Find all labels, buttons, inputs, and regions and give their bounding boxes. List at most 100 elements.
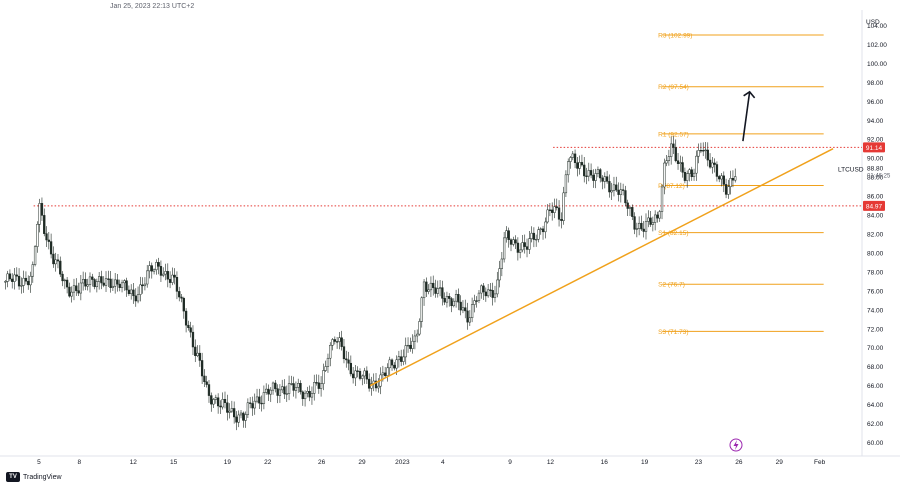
candle-body: [679, 162, 682, 164]
candle-body: [416, 333, 419, 337]
candle-body: [656, 214, 659, 219]
tradingview-brand[interactable]: TV TradingView: [6, 472, 62, 482]
candle-body: [454, 294, 458, 302]
candle-body: [386, 367, 389, 376]
candle-body: [274, 382, 277, 389]
candle-body: [152, 269, 156, 272]
candle-body: [624, 190, 627, 204]
x-tick-label: 5: [37, 459, 41, 466]
candle-body: [676, 160, 680, 164]
x-tick-label: 12: [130, 459, 138, 466]
candle-body: [308, 391, 311, 398]
candle-body: [214, 397, 217, 400]
candle-body: [84, 279, 87, 287]
candle-body: [626, 202, 629, 209]
grid: [0, 10, 900, 457]
candle-body: [342, 346, 346, 360]
candle-body: [548, 209, 552, 211]
y-tick-label: 76.00: [867, 288, 884, 295]
candle-body: [715, 164, 719, 177]
candle-body: [525, 246, 529, 250]
candle-body: [228, 410, 231, 413]
candle-body: [168, 278, 172, 283]
x-tick-label: 19: [641, 459, 649, 466]
candle-body: [171, 274, 174, 283]
x-tick-label: 19: [224, 459, 232, 466]
y-tick-label: 96.00: [867, 99, 884, 106]
candle-body: [477, 292, 481, 301]
candle-body: [617, 189, 620, 195]
last-price-label: 88.80: [867, 166, 884, 173]
candle-body: [93, 279, 96, 288]
candle-body: [727, 186, 730, 195]
candle-body: [315, 382, 318, 384]
candle-body: [191, 331, 195, 348]
candle-body: [578, 162, 581, 169]
candle-body: [173, 274, 176, 278]
candle-body: [505, 230, 508, 239]
x-tick-label: 9: [508, 459, 512, 466]
candle-body: [139, 284, 142, 295]
candle-body: [690, 169, 693, 178]
candle-body: [402, 356, 405, 362]
y-tick-label: 70.00: [867, 345, 884, 352]
candle-body: [338, 337, 341, 342]
candle-body: [79, 282, 83, 294]
candles: [4, 135, 737, 431]
candle-body: [434, 287, 437, 294]
candle-body: [166, 271, 169, 280]
pivot-label: R1 (92.57): [658, 131, 689, 138]
candle-body: [317, 382, 320, 389]
pivot-levels: R3 (102.99) R2 (97.54) R1 (92.57) P (87.12)…: [658, 33, 824, 336]
candle-body: [127, 289, 131, 294]
candle-body: [351, 373, 355, 379]
candle-body: [514, 239, 517, 244]
candle-body: [702, 150, 705, 152]
pivot-label: R3 (102.99): [658, 33, 692, 40]
tradingview-logo-icon: TV: [6, 472, 20, 482]
candle-body: [553, 206, 556, 213]
candle-body: [52, 253, 55, 265]
x-tick-label: 16: [601, 459, 609, 466]
candle-body: [255, 396, 259, 402]
candle-body: [457, 294, 460, 303]
candle-body: [155, 262, 158, 271]
candle-body: [68, 286, 71, 297]
candle-body: [397, 356, 401, 361]
candle-body: [654, 214, 657, 223]
candle-body: [734, 176, 737, 181]
candle-body: [221, 399, 224, 408]
candle-body: [347, 359, 350, 364]
candle-body: [251, 403, 254, 409]
candle-body: [429, 282, 433, 291]
candle-body: [125, 280, 128, 291]
y-tick-label: 72.00: [867, 326, 884, 333]
candle-body: [427, 289, 430, 292]
candle-body: [722, 175, 725, 185]
candle-body: [420, 297, 423, 322]
candle-body: [63, 279, 66, 282]
candle-body: [340, 337, 343, 347]
candle-body: [731, 178, 735, 181]
x-tick-label: 8: [78, 459, 82, 466]
candle-body: [104, 278, 108, 286]
candle-body: [123, 280, 126, 284]
candle-body: [102, 282, 105, 286]
candle-body: [711, 162, 714, 168]
candle-body: [331, 339, 334, 346]
candle-body: [120, 282, 124, 288]
candle-body: [335, 341, 339, 343]
candle-body: [283, 386, 286, 395]
candle-body: [24, 277, 28, 282]
candle-body: [306, 391, 309, 394]
candle-body: [377, 385, 380, 389]
candle-body: [159, 266, 163, 276]
candle-body: [146, 270, 149, 285]
candle-body: [88, 276, 92, 285]
candle-body: [464, 307, 467, 312]
candle-body: [203, 375, 206, 383]
candle-body: [482, 285, 485, 293]
